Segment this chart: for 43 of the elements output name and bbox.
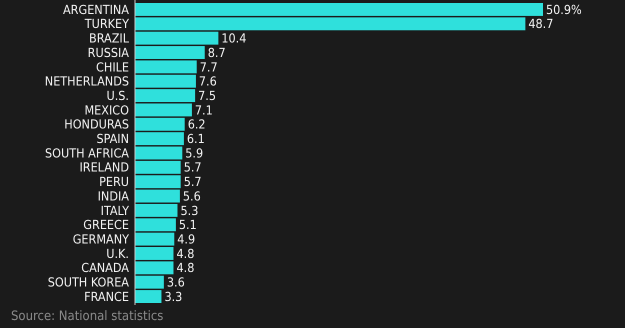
data-label: 6.2: [188, 116, 206, 132]
y-tick-label: FRANCE: [84, 288, 129, 304]
y-tick-label: GREECE: [83, 217, 129, 232]
y-tick-label: SPAIN: [96, 131, 129, 146]
data-label: 6.1: [186, 131, 205, 146]
y-tick-label: CHILE: [96, 59, 129, 74]
data-label: 8.7: [208, 44, 226, 60]
data-label: 4.9: [177, 232, 196, 246]
y-tick-label: MEXICO: [84, 102, 130, 118]
y-tick-label: CANADA: [81, 260, 130, 276]
y-tick-label: INDIA: [98, 188, 130, 204]
data-label: 4.8: [176, 246, 194, 261]
data-label: 5.7: [184, 174, 202, 190]
data-label: 5.1: [178, 217, 197, 232]
data-label: 5.6: [182, 188, 201, 204]
y-tick-label: BRAZIL: [89, 30, 130, 46]
data-label: 5.3: [180, 202, 198, 218]
data-label: 7.7: [200, 59, 218, 74]
data-label: 50.9%: [546, 2, 582, 17]
data-label: 5.9: [185, 145, 204, 160]
y-tick-label: SOUTH KOREA: [48, 274, 130, 290]
y-tick-label: ITALY: [100, 202, 130, 218]
data-label: 3.6: [166, 274, 185, 290]
data-label: 7.6: [198, 74, 217, 89]
data-label: 10.4: [221, 30, 246, 46]
data-label: 4.8: [176, 260, 194, 276]
y-tick-label: GERMANY: [72, 232, 130, 246]
data-label: 7.1: [194, 102, 213, 118]
y-tick-label: RUSSIA: [88, 44, 130, 60]
y-tick-label: PERU: [99, 174, 129, 190]
y-tick-label: IRELAND: [79, 160, 129, 175]
y-tick-label: TURKEY: [84, 16, 130, 32]
data-label: 7.5: [198, 88, 216, 103]
y-tick-label: ARGENTINA: [62, 2, 130, 17]
y-tick-label: HONDURAS: [64, 116, 129, 132]
y-tick-label: U.S.: [106, 88, 129, 103]
data-label: 5.7: [184, 160, 202, 175]
data-label: 3.3: [164, 288, 182, 304]
y-tick-label: NETHERLANDS: [44, 74, 129, 89]
source-note: Source: National statistics: [11, 309, 164, 324]
y-tick-label: SOUTH AFRICA: [45, 145, 130, 160]
y-tick-label: U.K.: [106, 246, 129, 261]
data-label: 48.7: [528, 16, 554, 32]
